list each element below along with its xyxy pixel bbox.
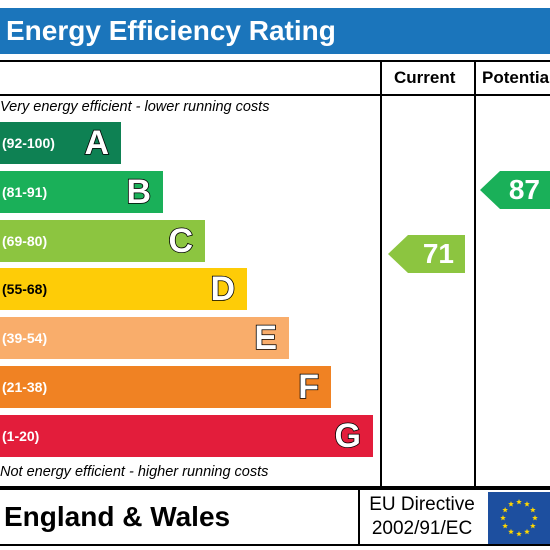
- potential-column-header: Potential: [482, 68, 550, 87]
- current-column-header: Current: [394, 68, 456, 87]
- band-d: (55-68) D: [0, 268, 247, 310]
- region-label: England & Wales: [4, 501, 231, 532]
- potential-rating-value-box: 87: [480, 171, 550, 209]
- eu-star-icon: [508, 528, 514, 535]
- eu-star-icon: [524, 528, 530, 535]
- band-letter: G: [334, 416, 362, 456]
- band-letter: F: [297, 367, 319, 407]
- current-rating-value: 71: [422, 238, 454, 269]
- bottom-border: [0, 544, 550, 546]
- eu-star-icon: [516, 531, 522, 537]
- eu-star-icon: [516, 499, 522, 505]
- band-range: (69-80): [2, 233, 48, 249]
- eu-star-icon: [530, 523, 536, 529]
- eu-directive-line1: EU Directive: [369, 494, 475, 515]
- potential-rating-arrow: [480, 171, 550, 209]
- band-range: (81-91): [2, 184, 48, 200]
- band-letter: B: [126, 172, 152, 212]
- band-letter: E: [254, 318, 278, 358]
- band-range: (1-20): [2, 428, 40, 444]
- potential-rating-value: 87: [508, 174, 540, 205]
- band-g: (1-20) G: [0, 415, 373, 457]
- eu-star-icon: [508, 501, 514, 507]
- eu-star-icon: [502, 523, 508, 529]
- title-bar: [0, 8, 550, 54]
- band-a: (92-100) A: [0, 122, 121, 164]
- eu-directive-line2: 2002/91/EC: [371, 518, 473, 539]
- eu-star-icon: [532, 515, 538, 521]
- band-b: (81-91) B: [0, 171, 163, 213]
- current-column-divider: [380, 60, 382, 488]
- current-rating-value-box: 71: [388, 235, 466, 273]
- eu-star-icon: [502, 507, 508, 513]
- footer-divider-left: [358, 490, 360, 544]
- band-c: (69-80) C: [0, 220, 205, 262]
- band-e: (39-54) E: [0, 317, 289, 359]
- band-range: (92-100): [2, 135, 55, 151]
- band-letter: C: [168, 221, 194, 261]
- current-rating-arrow: [388, 235, 465, 273]
- bottom-note: Not energy efficient - higher running co…: [0, 464, 269, 480]
- eu-star-icon: [500, 515, 506, 521]
- eu-star-icon: [530, 507, 536, 513]
- band-range: (39-54): [2, 330, 48, 346]
- potential-column-divider: [474, 60, 476, 488]
- band-range: (21-38): [2, 379, 48, 395]
- band-letter: A: [84, 123, 110, 163]
- band-range: (55-68): [2, 281, 48, 297]
- header-divider: [0, 94, 550, 96]
- eu-star-icon: [524, 501, 530, 507]
- footer-divider: [0, 487, 550, 490]
- top-note: Very energy efficient - lower running co…: [0, 99, 270, 115]
- band-f: (21-38) F: [0, 366, 331, 408]
- eu-flag-icon: [488, 492, 550, 544]
- chart-title: Energy Efficiency Rating: [6, 15, 336, 46]
- band-letter: D: [210, 269, 236, 309]
